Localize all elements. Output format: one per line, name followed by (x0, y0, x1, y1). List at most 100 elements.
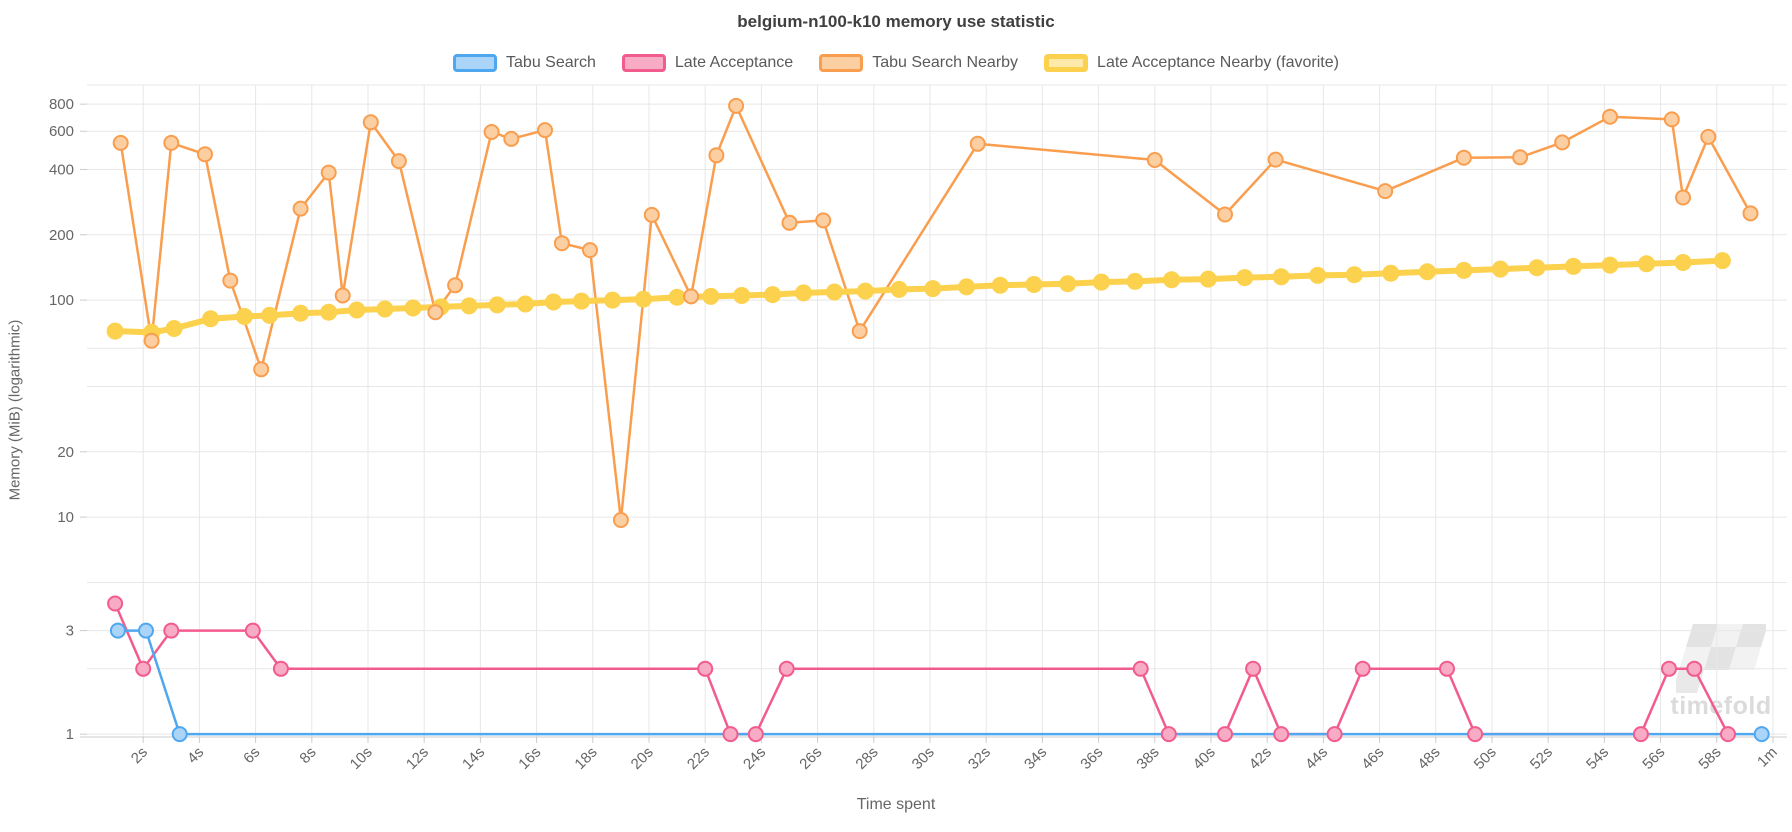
data-point-tabu-search-nearby[interactable] (781, 214, 798, 231)
data-point-late-acceptance-nearby-favorite[interactable] (890, 280, 908, 298)
data-point-tabu-search-nearby[interactable] (1602, 108, 1618, 125)
data-point-tabu-search-nearby[interactable] (1217, 206, 1233, 223)
data-point-tabu-search-nearby[interactable] (143, 332, 160, 349)
data-point-tabu-search-nearby[interactable] (362, 114, 379, 131)
data-point-tabu-search-nearby[interactable] (1663, 111, 1680, 128)
data-point-late-acceptance-nearby-favorite[interactable] (106, 322, 124, 340)
data-point-late-acceptance-nearby-favorite[interactable] (261, 306, 279, 324)
data-point-tabu-search-nearby[interactable] (1455, 149, 1472, 166)
data-point-tabu-search-nearby[interactable] (1146, 152, 1163, 168)
legend-item-tabu-search[interactable]: Tabu Search (453, 54, 596, 72)
data-point-late-acceptance-nearby-favorite[interactable] (1163, 271, 1181, 289)
data-point-late-acceptance[interactable] (1132, 660, 1149, 677)
data-point-late-acceptance-nearby-favorite[interactable] (1564, 257, 1582, 275)
data-point-late-acceptance-nearby-favorite[interactable] (376, 300, 394, 318)
legend-item-tabu-search-nearby[interactable]: Tabu Search Nearby (819, 54, 1018, 72)
data-point-late-acceptance[interactable] (1467, 726, 1484, 743)
data-point-late-acceptance-nearby-favorite[interactable] (924, 280, 942, 298)
data-point-late-acceptance-nearby-favorite[interactable] (702, 287, 720, 305)
data-point-late-acceptance[interactable] (1661, 660, 1677, 677)
data-point-tabu-search-nearby[interactable] (612, 512, 629, 528)
data-point-late-acceptance-nearby-favorite[interactable] (1528, 259, 1546, 277)
data-point-late-acceptance-nearby-favorite[interactable] (573, 292, 590, 310)
legend-item-late-acceptance-nearby-favorite[interactable]: Late Acceptance Nearby (favorite) (1044, 54, 1339, 72)
data-point-late-acceptance-nearby-favorite[interactable] (1309, 266, 1327, 284)
data-point-late-acceptance-nearby-favorite[interactable] (1092, 273, 1110, 291)
data-point-tabu-search-nearby[interactable] (851, 323, 868, 340)
data-point-late-acceptance-nearby-favorite[interactable] (1455, 261, 1473, 279)
data-point-late-acceptance[interactable] (135, 660, 152, 677)
data-point-late-acceptance-nearby-favorite[interactable] (348, 301, 366, 319)
data-point-tabu-search-nearby[interactable] (1512, 149, 1529, 166)
data-point-late-acceptance-nearby-favorite[interactable] (958, 278, 975, 296)
data-point-late-acceptance-nearby-favorite[interactable] (1126, 272, 1144, 290)
legend-item-late-acceptance[interactable]: Late Acceptance (621, 54, 793, 72)
data-point-tabu-search-nearby[interactable] (503, 130, 520, 147)
data-point-tabu-search-nearby[interactable] (112, 134, 129, 151)
data-point-late-acceptance-nearby-favorite[interactable] (1272, 268, 1290, 286)
data-point-late-acceptance[interactable] (1439, 660, 1455, 677)
data-point-tabu-search-nearby[interactable] (1675, 189, 1691, 206)
data-point-late-acceptance-nearby-favorite[interactable] (488, 296, 506, 314)
data-point-late-acceptance[interactable] (1273, 726, 1290, 743)
data-point-tabu-search-nearby[interactable] (447, 277, 464, 294)
data-point-late-acceptance[interactable] (1326, 726, 1343, 743)
data-point-tabu-search-nearby[interactable] (728, 97, 745, 114)
data-point-late-acceptance[interactable] (1632, 726, 1649, 743)
data-point-late-acceptance-nearby-favorite[interactable] (165, 320, 183, 337)
data-point-late-acceptance-nearby-favorite[interactable] (1025, 276, 1043, 293)
data-point-late-acceptance-nearby-favorite[interactable] (1601, 256, 1619, 274)
data-point-late-acceptance-nearby-favorite[interactable] (1491, 260, 1509, 278)
data-point-late-acceptance-nearby-favorite[interactable] (292, 304, 310, 322)
data-point-late-acceptance[interactable] (722, 726, 739, 743)
data-point-late-acceptance-nearby-favorite[interactable] (1382, 264, 1400, 282)
data-point-late-acceptance-nearby-favorite[interactable] (516, 295, 534, 313)
data-point-tabu-search-nearby[interactable] (969, 135, 986, 152)
data-point-late-acceptance[interactable] (244, 622, 261, 639)
data-point-tabu-search-nearby[interactable] (1700, 128, 1717, 145)
data-point-late-acceptance-nearby-favorite[interactable] (320, 303, 338, 321)
data-point-tabu-search-nearby[interactable] (582, 242, 598, 259)
data-point-late-acceptance[interactable] (747, 726, 764, 743)
data-point-tabu-search-nearby[interactable] (320, 164, 337, 181)
data-point-tabu-search-nearby[interactable] (643, 206, 660, 223)
data-point-late-acceptance-nearby-favorite[interactable] (604, 291, 621, 309)
data-point-late-acceptance-nearby-favorite[interactable] (764, 286, 782, 304)
data-point-tabu-search[interactable] (109, 622, 126, 639)
data-point-late-acceptance-nearby-favorite[interactable] (1059, 275, 1077, 293)
data-point-late-acceptance-nearby-favorite[interactable] (1199, 270, 1217, 288)
data-point-tabu-search-nearby[interactable] (197, 146, 213, 163)
data-point-late-acceptance[interactable] (1245, 660, 1262, 677)
data-point-late-acceptance-nearby-favorite[interactable] (856, 282, 874, 300)
data-point-late-acceptance-nearby-favorite[interactable] (1713, 252, 1731, 270)
data-point-tabu-search-nearby[interactable] (708, 147, 725, 164)
data-point-late-acceptance-nearby-favorite[interactable] (404, 299, 422, 317)
data-point-tabu-search[interactable] (138, 622, 154, 639)
data-point-late-acceptance[interactable] (272, 660, 289, 677)
data-point-late-acceptance-nearby-favorite[interactable] (733, 287, 751, 304)
data-point-late-acceptance[interactable] (778, 660, 795, 677)
data-point-tabu-search-nearby[interactable] (1377, 183, 1394, 200)
data-point-late-acceptance-nearby-favorite[interactable] (1236, 269, 1254, 287)
data-point-late-acceptance-nearby-favorite[interactable] (1418, 263, 1436, 281)
data-point-tabu-search-nearby[interactable] (1742, 205, 1759, 222)
data-point-late-acceptance[interactable] (697, 660, 714, 677)
data-point-late-acceptance-nearby-favorite[interactable] (634, 290, 652, 308)
data-point-tabu-search-nearby[interactable] (222, 272, 239, 289)
data-point-late-acceptance-nearby-favorite[interactable] (544, 293, 562, 311)
data-point-tabu-search-nearby[interactable] (483, 124, 500, 140)
data-point-tabu-search-nearby[interactable] (1267, 151, 1284, 168)
data-point-tabu-search-nearby[interactable] (427, 304, 444, 321)
data-point-late-acceptance[interactable] (1217, 726, 1233, 743)
data-point-late-acceptance-nearby-favorite[interactable] (1345, 266, 1363, 284)
data-point-tabu-search-nearby[interactable] (1554, 134, 1571, 151)
data-point-late-acceptance[interactable] (1160, 726, 1177, 743)
data-point-late-acceptance-nearby-favorite[interactable] (991, 276, 1009, 294)
data-point-late-acceptance-nearby-favorite[interactable] (795, 284, 812, 302)
data-point-late-acceptance[interactable] (1354, 660, 1371, 677)
data-point-late-acceptance[interactable] (1720, 726, 1736, 743)
data-point-late-acceptance-nearby-favorite[interactable] (460, 297, 478, 315)
data-point-late-acceptance[interactable] (1686, 660, 1703, 677)
data-point-tabu-search-nearby[interactable] (815, 212, 832, 229)
data-point-tabu-search-nearby[interactable] (292, 200, 309, 217)
